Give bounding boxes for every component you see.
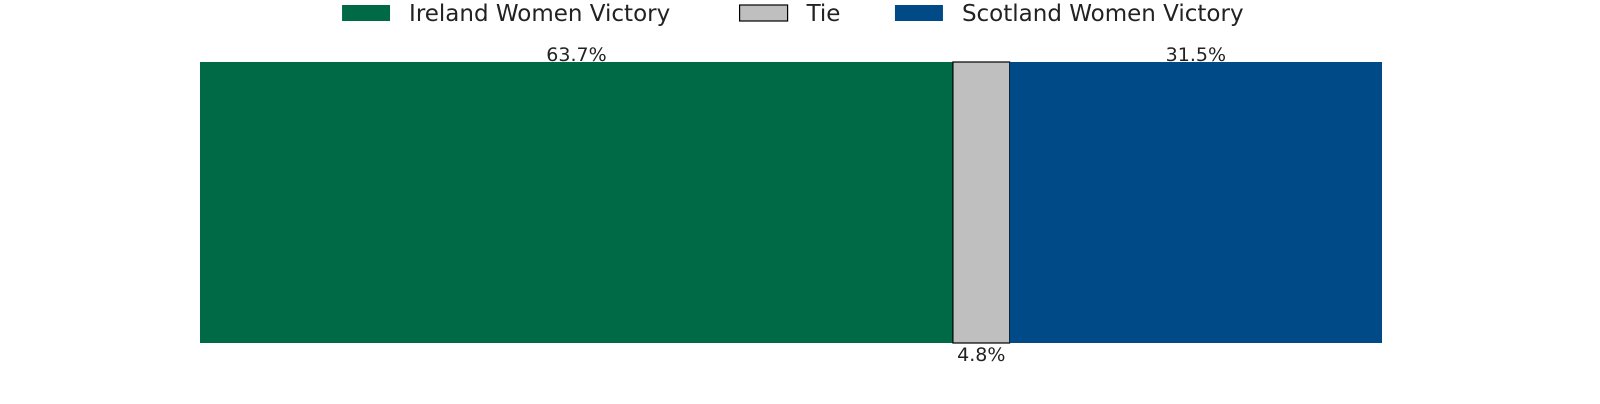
legend: Ireland Women Victory Tie Scotland Women V… — [342, 1, 1244, 27]
legend-item-ireland-women-victory: Ireland Women Victory — [342, 1, 670, 27]
bar-segment-ireland-women-victory — [200, 62, 953, 343]
legend-swatch-scotland-women-victory — [894, 5, 943, 21]
data-label-ireland-women-victory: 63.7% — [546, 44, 606, 66]
bar-stack — [200, 61, 1382, 344]
legend-label-scotland-women-victory: Scotland Women Victory — [962, 1, 1244, 27]
data-label-tie: 4.8% — [957, 344, 1005, 366]
data-label-scotland-women-victory: 31.5% — [1166, 44, 1226, 66]
legend-item-tie: Tie — [738, 1, 841, 27]
legend-label-tie: Tie — [806, 1, 841, 27]
bar-segment-tie — [952, 61, 1011, 344]
legend-swatch-tie — [738, 4, 789, 22]
legend-swatch-ireland-women-victory — [342, 5, 391, 21]
legend-item-scotland-women-victory: Scotland Women Victory — [894, 1, 1244, 27]
legend-label-ireland-women-victory: Ireland Women Victory — [409, 1, 670, 27]
data-labels: 63.7% 4.8% 31.5% — [546, 44, 1226, 366]
bar-segment-scotland-women-victory — [1009, 62, 1382, 343]
